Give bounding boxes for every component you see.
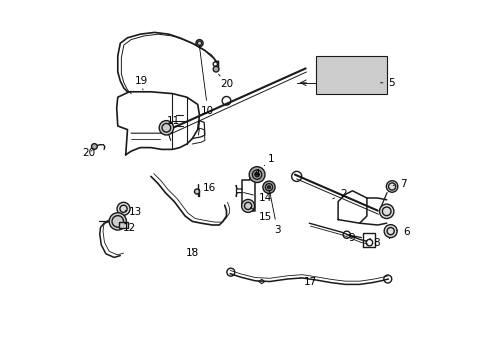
Text: 7: 7: [392, 179, 406, 189]
Circle shape: [194, 189, 199, 194]
Text: 17: 17: [300, 276, 316, 287]
Text: 9: 9: [347, 233, 354, 243]
Text: 18: 18: [186, 248, 199, 258]
Circle shape: [241, 199, 254, 212]
Text: 5: 5: [380, 78, 394, 88]
Circle shape: [254, 172, 259, 177]
Text: 20: 20: [218, 74, 233, 89]
Circle shape: [386, 181, 397, 192]
Circle shape: [213, 66, 219, 72]
Text: 19: 19: [135, 76, 148, 90]
Circle shape: [263, 181, 275, 193]
Circle shape: [267, 186, 270, 189]
Circle shape: [91, 144, 97, 149]
Text: 12: 12: [120, 222, 136, 233]
Text: 4: 4: [253, 168, 260, 179]
Text: 8: 8: [369, 238, 379, 248]
Text: 3: 3: [269, 191, 280, 235]
Text: 2: 2: [332, 189, 346, 199]
Circle shape: [109, 213, 126, 230]
Text: 6: 6: [396, 227, 408, 237]
Circle shape: [159, 121, 173, 135]
Bar: [119, 222, 127, 228]
Circle shape: [249, 167, 264, 183]
Circle shape: [196, 40, 203, 47]
Text: 1: 1: [264, 154, 274, 166]
Circle shape: [379, 204, 393, 219]
Circle shape: [384, 225, 396, 238]
Text: 16: 16: [199, 183, 215, 193]
Text: 10: 10: [199, 47, 214, 116]
Text: 14: 14: [243, 193, 272, 203]
Text: 11: 11: [167, 116, 180, 126]
Text: 15: 15: [250, 207, 272, 222]
Text: 13: 13: [125, 207, 142, 217]
Circle shape: [117, 202, 130, 215]
Bar: [316, 56, 386, 94]
Text: 20: 20: [82, 148, 96, 158]
